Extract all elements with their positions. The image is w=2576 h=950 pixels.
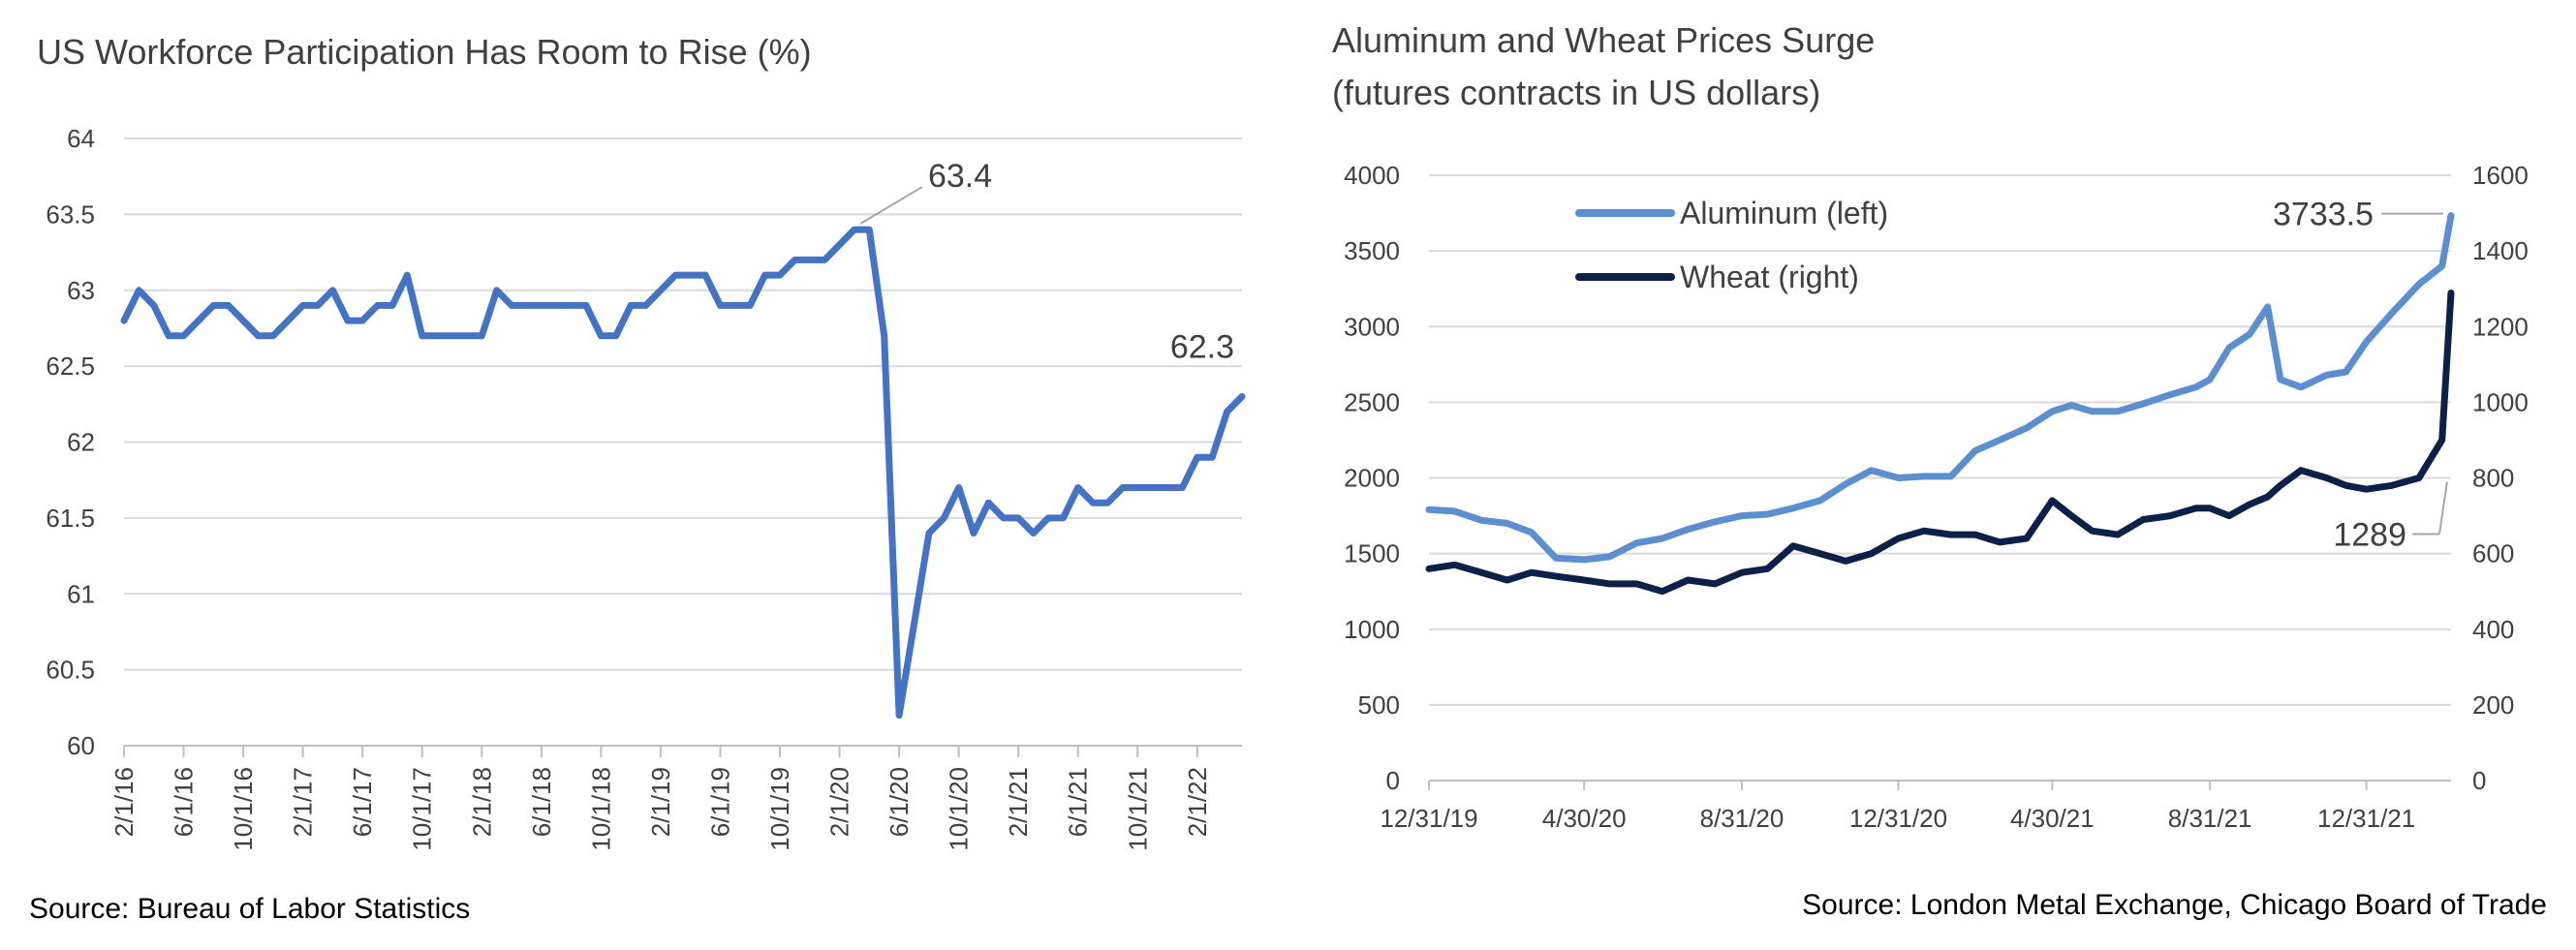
y-tick-label: 1400 [2472,236,2529,265]
x-axis-tick-labels: 12/31/19 4/30/20 8/31/20 12/31/20 4/30/21 8/3… [1380,804,2415,833]
source-note: Source: London Metal Exchange, Chicago B… [1802,889,2547,921]
y-tick-label: 400 [2472,615,2514,644]
aluminum-line [1425,212,2455,564]
x-tick-label: 2/1/19 [646,767,675,837]
y-tick-label: 0 [1386,766,1400,795]
x-tick-label: 12/31/19 [1380,804,1477,833]
y-tick-label: 62.5 [46,352,95,381]
x-tick-label: 10/1/20 [945,767,974,851]
y-tick-label: 63.5 [46,199,95,229]
legend-label: Wheat (right) [1680,260,1859,294]
y-tick-label: 1600 [2472,161,2529,190]
x-tick-label: 6/1/17 [348,767,377,837]
y-tick-label: 3500 [1344,236,1400,265]
y-tick-label: 600 [2472,539,2514,568]
x-tick-label: 8/31/20 [1700,804,1785,833]
data-annotations: 63.4 62.3 [859,158,1234,365]
x-tick-label: 2/1/21 [1004,767,1033,837]
x-tick-label: 6/1/20 [885,767,914,837]
annotation-label: 63.4 [928,158,992,195]
y-tick-label: 500 [1358,690,1400,720]
x-tick-label: 6/1/21 [1064,767,1093,837]
y-tick-label: 63 [67,276,95,305]
x-tick-label: 10/1/17 [408,767,437,851]
y-tick-label: 60 [67,731,95,760]
y-tick-label: 0 [2472,766,2486,795]
x-tick-label: 4/30/20 [1542,804,1627,833]
y-tick-label: 61 [67,579,95,608]
chart-title-line-1: Aluminum and Wheat Prices Surge [1332,20,1875,60]
y-tick-label: 200 [2472,690,2514,720]
x-tick-label: 12/31/21 [2317,804,2415,833]
y-tick-label: 1000 [2472,387,2529,416]
wheat-line [1425,290,2455,596]
left-y-axis-tick-labels: 0 500 1000 1500 2000 2500 3000 3500 4000 [1344,161,1400,795]
x-tick-label: 4/30/21 [2010,804,2095,833]
y-tick-label: 800 [2472,464,2514,493]
y-tick-label: 2500 [1344,387,1400,416]
y-tick-label: 1500 [1344,539,1400,568]
y-tick-label: 1200 [2472,312,2529,341]
prices-chart: Aluminum and Wheat Prices Surge (futures… [1332,20,2547,921]
participation-chart: US Workforce Participation Has Room to R… [29,32,1246,925]
x-tick-label: 6/1/18 [527,767,556,837]
data-annotations: 3733.5 1289 [2273,197,2448,554]
annotation-label: 1289 [2333,517,2406,554]
participation-line [120,226,1246,720]
annotation-label: 62.3 [1170,328,1234,365]
y-tick-label: 2000 [1344,464,1400,493]
data-series [1425,212,2455,596]
y-tick-label: 4000 [1344,161,1400,190]
annotation-label: 3733.5 [2273,197,2374,233]
y-tick-label: 64 [67,124,95,153]
legend-label: Aluminum (left) [1680,196,1888,230]
x-tick-label: 2/1/18 [467,767,496,837]
chart-legend: Aluminum (left) Wheat (right) [1575,196,1888,294]
x-tick-label: 10/1/18 [586,767,615,851]
x-tick-label: 12/31/20 [1849,804,1947,833]
chart-gridlines [1428,174,2451,790]
x-tick-label: 6/1/16 [170,767,199,837]
chart-title-line-2: (futures contracts in US dollars) [1332,73,1820,112]
x-tick-label: 2/1/20 [825,767,854,837]
source-note: Source: Bureau of Labor Statistics [29,893,470,925]
data-series [120,226,1246,720]
chart-title: US Workforce Participation Has Room to R… [37,32,812,72]
x-tick-label: 6/1/19 [705,767,734,837]
x-tick-label: 2/1/16 [109,767,139,837]
y-tick-label: 1000 [1344,615,1400,644]
x-tick-label: 10/1/16 [229,767,258,851]
x-tick-label: 10/1/21 [1123,767,1152,851]
x-axis-tick-labels: 2/1/16 6/1/16 10/1/16 2/1/17 6/1/17 10/1/17 2/… [109,767,1212,851]
chart-gridlines [123,138,1242,757]
y-tick-label: 61.5 [46,504,95,533]
x-tick-label: 2/1/17 [289,767,318,837]
x-tick-label: 8/31/21 [2168,804,2252,833]
x-tick-label: 2/1/22 [1183,767,1212,837]
x-tick-label: 10/1/19 [765,767,794,851]
right-y-axis-tick-labels: 0 200 400 600 800 1000 1200 1400 1600 [2472,161,2529,795]
y-axis-tick-labels: 60 60.5 61 61.5 62 62.5 63 63.5 64 [46,124,95,760]
annotation-leader [2438,481,2448,535]
y-tick-label: 62 [67,428,95,457]
y-tick-label: 60.5 [46,656,95,685]
annotation-leader [859,186,923,225]
y-tick-label: 3000 [1344,312,1400,341]
